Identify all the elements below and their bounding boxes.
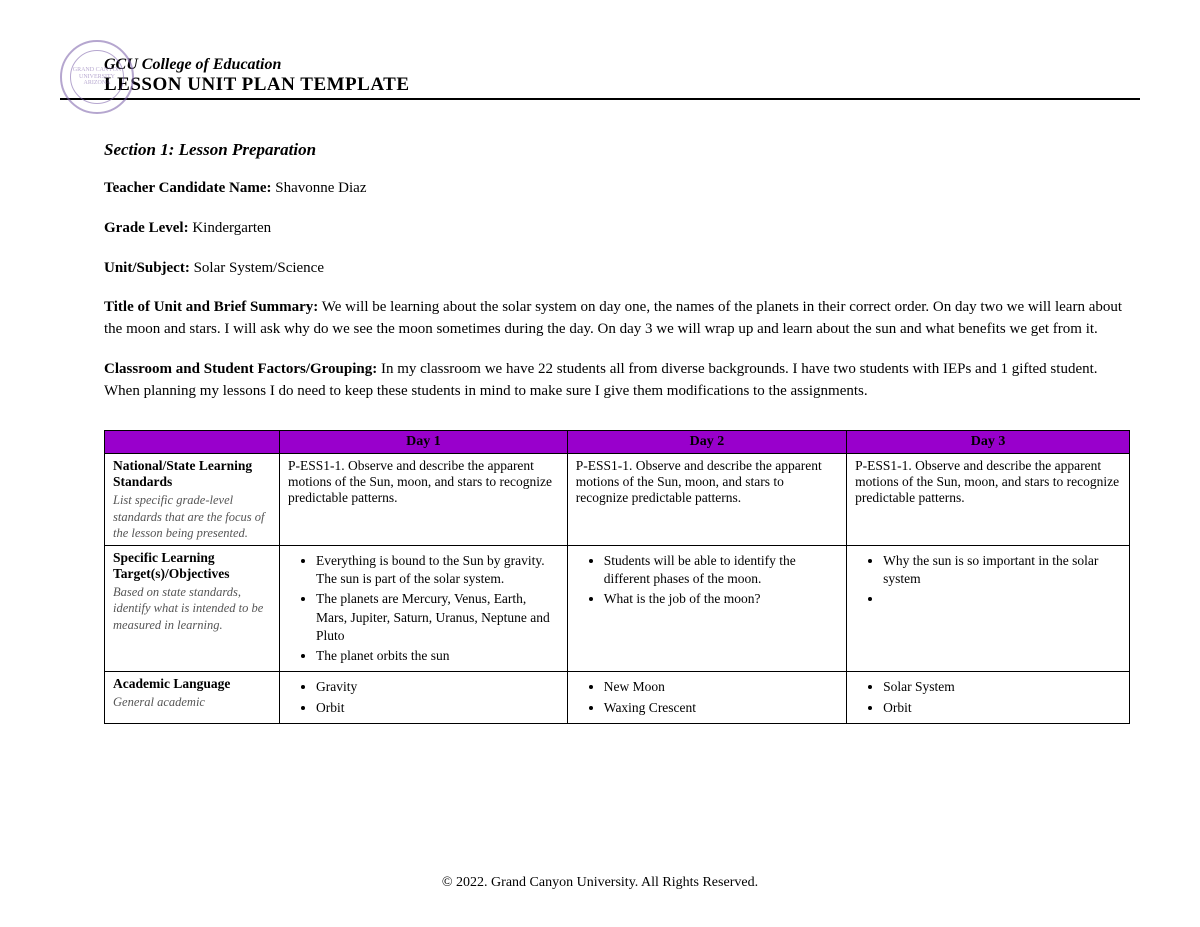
template-title: LESSON UNIT PLAN TEMPLATE xyxy=(104,74,1140,96)
list-item: The planets are Mercury, Venus, Earth, M… xyxy=(316,590,559,645)
header-divider xyxy=(60,98,1140,100)
list-item: New Moon xyxy=(604,678,838,696)
college-name: GCU College of Education xyxy=(104,56,1140,74)
summary-line: Title of Unit and Brief Summary: We will… xyxy=(104,297,1130,341)
list-item: Everything is bound to the Sun by gravit… xyxy=(316,552,559,588)
list-item: Everything is bound to the Sun by gravit… xyxy=(288,552,559,665)
factors-line: Classroom and Student Factors/Grouping: … xyxy=(104,359,1130,403)
col-day3: Day 3 xyxy=(847,431,1130,454)
header-text-block: GCU College of Education LESSON UNIT PLA… xyxy=(60,50,1140,96)
rowhead-title: Specific Learning Target(s)/Objectives xyxy=(113,550,229,581)
col-day1: Day 1 xyxy=(280,431,568,454)
list-item: New Moon Waxing Crescent xyxy=(576,678,838,716)
cell-standards-day1: P-ESS1-1. Observe and describe the appar… xyxy=(280,454,568,546)
rowhead-academic-language: Academic Language General academic xyxy=(105,672,280,723)
grade-level-value: Kindergarten xyxy=(192,220,271,236)
lesson-plan-table-wrap: Day 1 Day 2 Day 3 National/State Learnin… xyxy=(104,430,1130,724)
list-item: Why the sun is so important in the solar… xyxy=(855,552,1121,609)
summary-label: Title of Unit and Brief Summary: xyxy=(104,299,318,315)
rowhead-standards: National/State Learning Standards List s… xyxy=(105,454,280,546)
col-day2: Day 2 xyxy=(567,431,846,454)
cell-aclang-day2: New Moon Waxing Crescent xyxy=(567,672,846,723)
grade-level-label: Grade Level: xyxy=(104,220,189,236)
list-item: Orbit xyxy=(883,699,1121,717)
cell-objectives-day2: Students will be able to identify the di… xyxy=(567,546,846,672)
teacher-name-label: Teacher Candidate Name: xyxy=(104,180,272,196)
rowhead-sub: Based on state standards, identify what … xyxy=(113,584,271,633)
seal-inner-ring: GRAND CANYON UNIVERSITY ARIZONA xyxy=(70,50,124,104)
list-item: Students will be able to identify the di… xyxy=(604,552,838,588)
teacher-name-line: Teacher Candidate Name: Shavonne Diaz xyxy=(104,178,1130,200)
list-item: Gravity xyxy=(316,678,559,696)
unit-subject-label: Unit/Subject: xyxy=(104,260,190,276)
rowhead-title: National/State Learning Standards xyxy=(113,458,252,489)
rowhead-sub: List specific grade-level standards that… xyxy=(113,492,271,541)
unit-subject-value: Solar System/Science xyxy=(194,260,324,276)
table-corner-cell xyxy=(105,431,280,454)
list-item: Students will be able to identify the di… xyxy=(576,552,838,609)
cell-standards-day3: P-ESS1-1. Observe and describe the appar… xyxy=(847,454,1130,546)
list-item: Solar System xyxy=(883,678,1121,696)
document-header: GRAND CANYON UNIVERSITY ARIZONA GCU Coll… xyxy=(60,50,1140,100)
table-row: Specific Learning Target(s)/Objectives B… xyxy=(105,546,1130,672)
cell-aclang-day1: Gravity Orbit xyxy=(280,672,568,723)
seal-text: GRAND CANYON UNIVERSITY ARIZONA xyxy=(71,67,123,87)
gcu-seal-icon: GRAND CANYON UNIVERSITY ARIZONA xyxy=(60,40,134,114)
table-row: National/State Learning Standards List s… xyxy=(105,454,1130,546)
cell-aclang-day3: Solar System Orbit xyxy=(847,672,1130,723)
list-item: What is the job of the moon? xyxy=(604,590,838,608)
rowhead-title: Academic Language xyxy=(113,676,230,691)
list-item: Waxing Crescent xyxy=(604,699,838,717)
list-item: Why the sun is so important in the solar… xyxy=(883,552,1121,588)
section-title: Section 1: Lesson Preparation xyxy=(104,140,1130,160)
rowhead-sub: General academic xyxy=(113,694,271,710)
table-row: Academic Language General academic Gravi… xyxy=(105,672,1130,723)
unit-subject-line: Unit/Subject: Solar System/Science xyxy=(104,258,1130,280)
lesson-plan-table: Day 1 Day 2 Day 3 National/State Learnin… xyxy=(104,430,1130,724)
grade-level-line: Grade Level: Kindergarten xyxy=(104,218,1130,240)
list-item: Solar System Orbit xyxy=(855,678,1121,716)
table-header-row: Day 1 Day 2 Day 3 xyxy=(105,431,1130,454)
cell-objectives-day1: Everything is bound to the Sun by gravit… xyxy=(280,546,568,672)
list-item: Orbit xyxy=(316,699,559,717)
cell-standards-day2: P-ESS1-1. Observe and describe the appar… xyxy=(567,454,846,546)
list-item: The planet orbits the sun xyxy=(316,647,559,665)
rowhead-objectives: Specific Learning Target(s)/Objectives B… xyxy=(105,546,280,672)
teacher-name-value: Shavonne Diaz xyxy=(275,180,366,196)
cell-objectives-day3: Why the sun is so important in the solar… xyxy=(847,546,1130,672)
document-content: Section 1: Lesson Preparation Teacher Ca… xyxy=(60,140,1140,724)
list-item: Gravity Orbit xyxy=(288,678,559,716)
factors-label: Classroom and Student Factors/Grouping: xyxy=(104,361,377,377)
list-item xyxy=(883,590,1121,608)
copyright-footer: © 2022. Grand Canyon University. All Rig… xyxy=(0,875,1200,891)
